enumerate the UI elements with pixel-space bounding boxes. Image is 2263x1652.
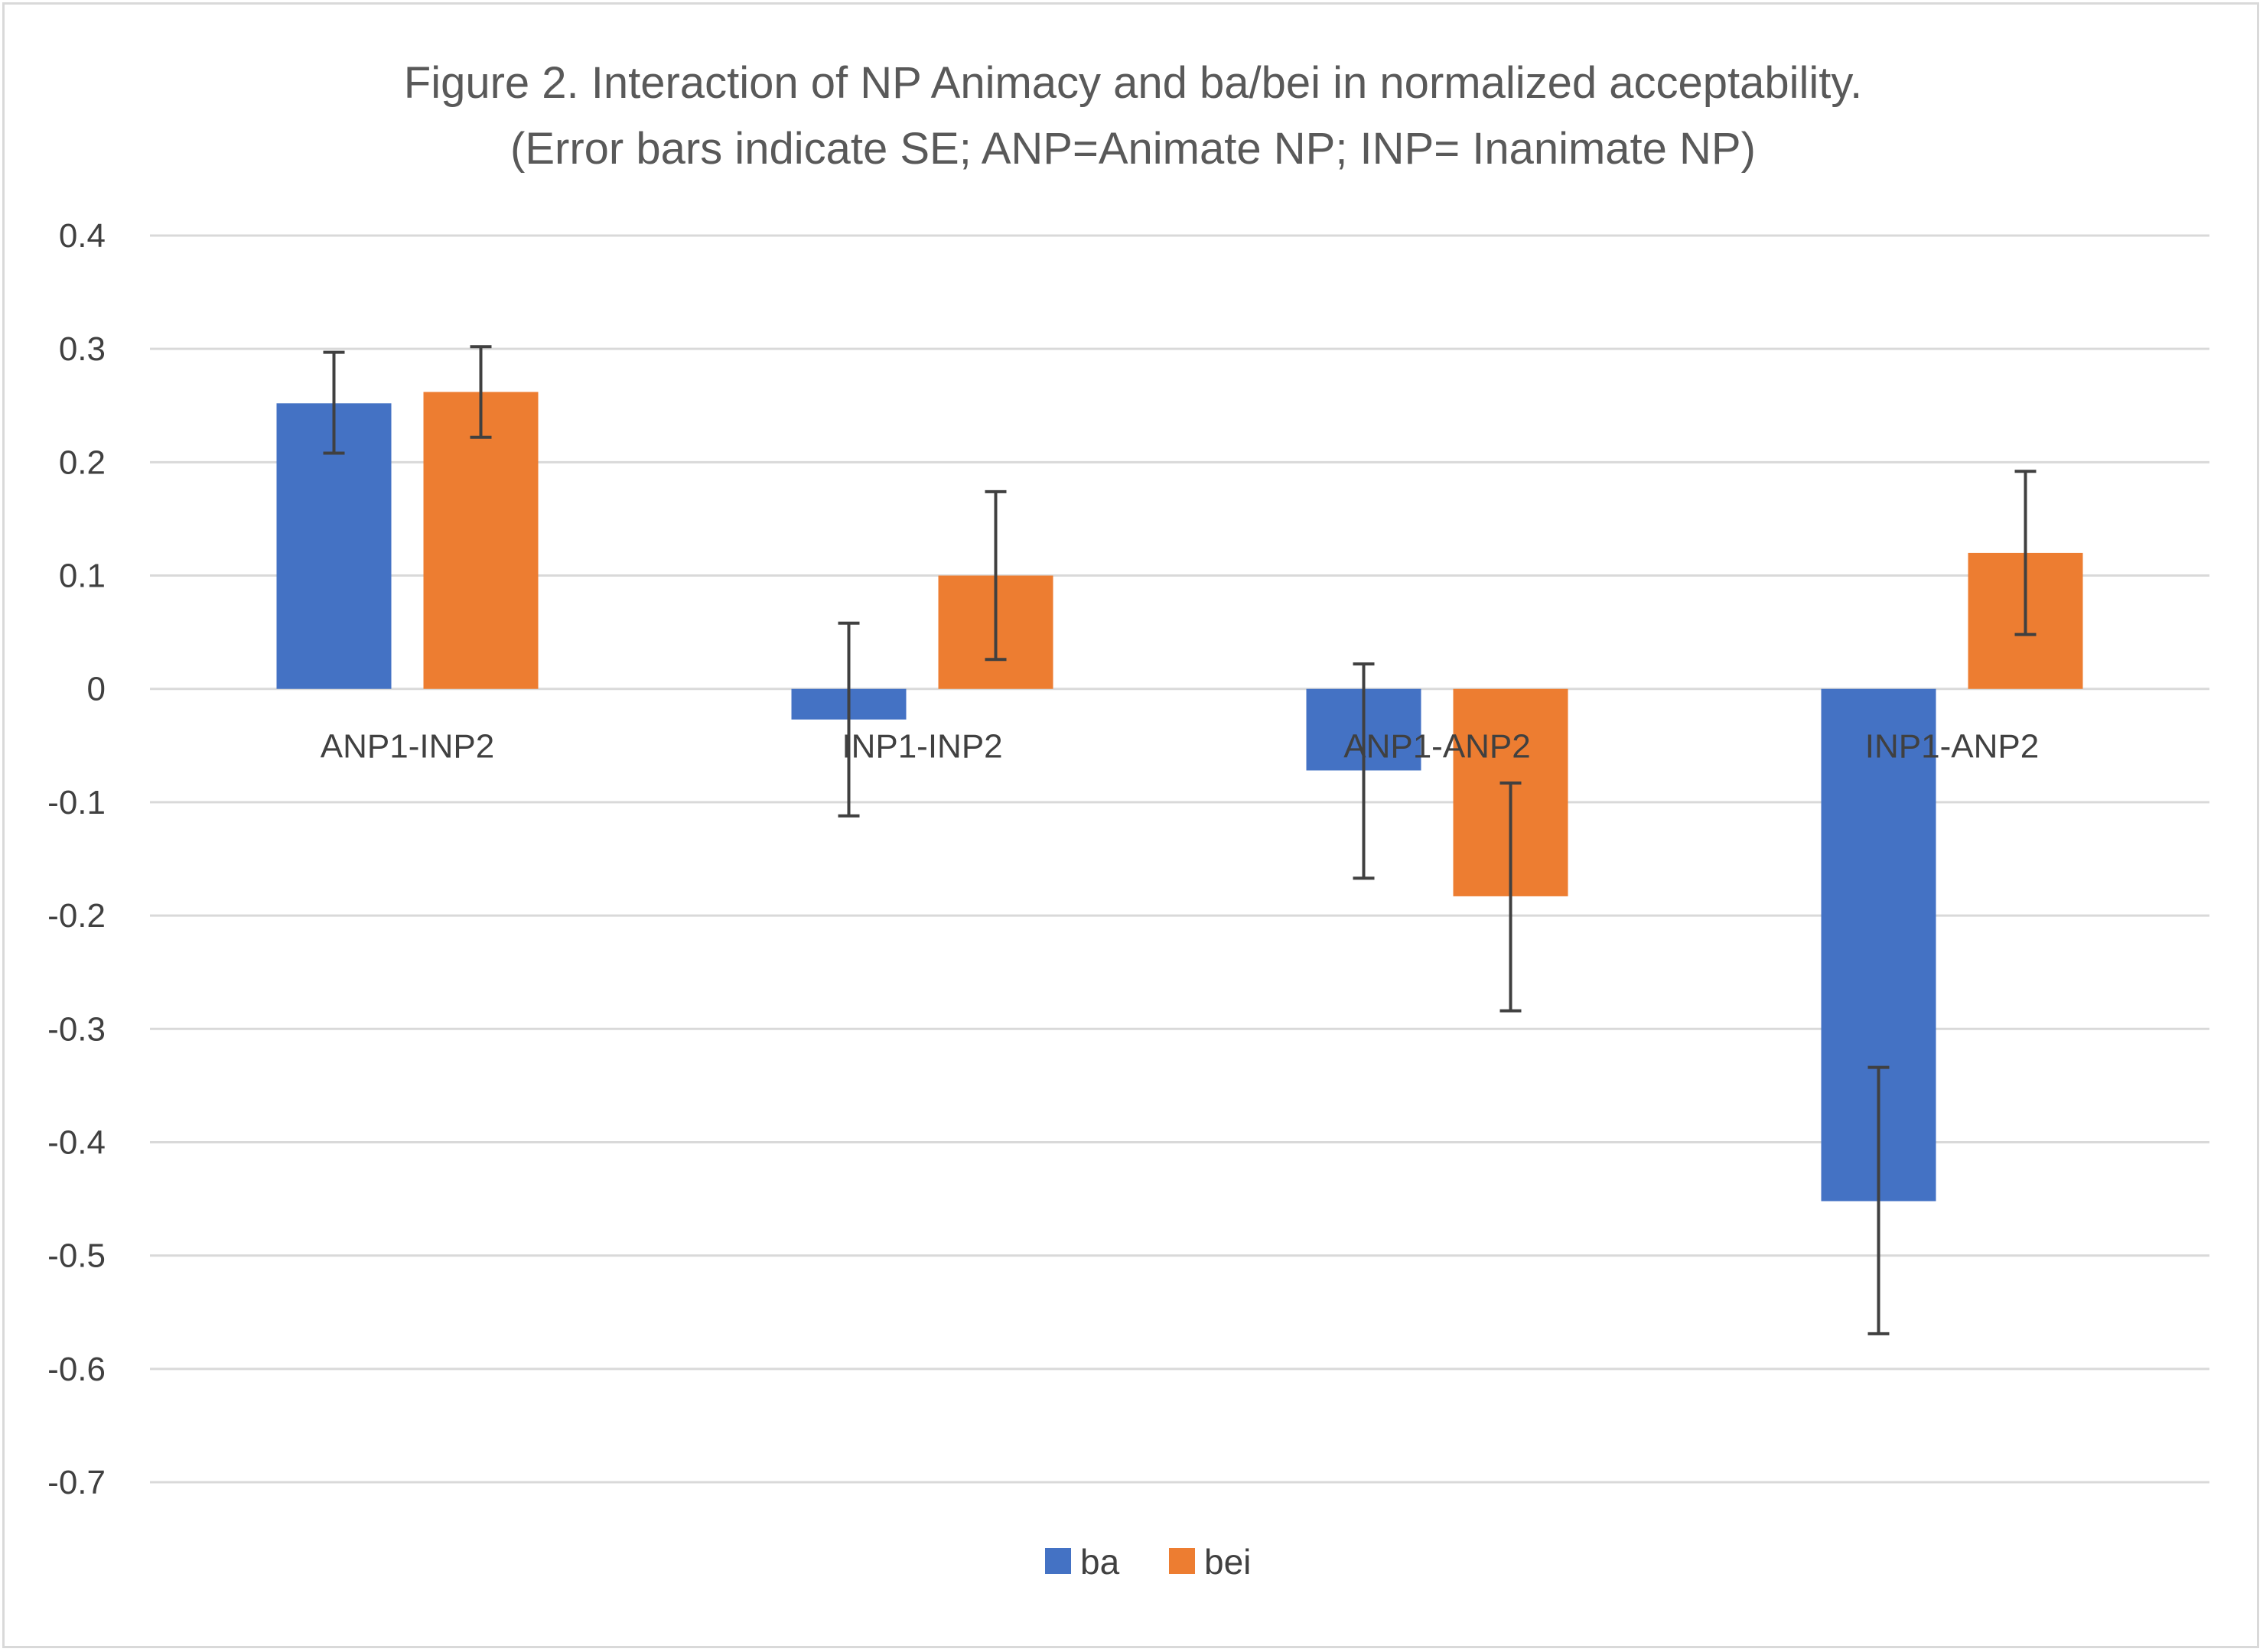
bars [276, 392, 2083, 1202]
error-bars [323, 345, 2037, 1335]
category-label: ANP1-ANP2 [1343, 728, 1531, 766]
y-tick-label: -0.6 [47, 1351, 106, 1388]
legend-swatch-ba [1045, 1548, 1071, 1574]
category-labels: ANP1-INP2 INP1-INP2 ANP1-ANP2 INP1-ANP2 [321, 728, 2039, 766]
legend: ba bei [1045, 1542, 1251, 1582]
legend-label-ba: ba [1080, 1542, 1120, 1582]
legend-swatch-bei [1169, 1548, 1195, 1574]
y-tick-label: 0.2 [59, 444, 106, 481]
chart-title: Figure 2. Interaction of NP Animacy and … [404, 58, 1862, 108]
y-axis-ticks: 0.4 0.3 0.2 0.1 0 -0.1 -0.2 -0.3 -0.4 -0.5 -0.6 -0.… [47, 217, 106, 1501]
y-tick-label: -0.2 [47, 897, 106, 935]
category-label: INP1-ANP2 [1865, 728, 2039, 766]
y-tick-label: 0.1 [59, 558, 106, 595]
y-tick-label: 0.3 [59, 330, 106, 368]
y-tick-label: 0.4 [59, 217, 106, 255]
y-tick-label: -0.4 [47, 1124, 106, 1161]
y-tick-label: -0.5 [47, 1237, 106, 1275]
y-tick-label: 0 [87, 671, 106, 708]
legend-label-bei: bei [1204, 1542, 1251, 1582]
category-label: INP1-INP2 [842, 728, 1002, 766]
category-label: ANP1-INP2 [321, 728, 494, 766]
y-tick-label: -0.1 [47, 784, 106, 821]
chart-subtitle: (Error bars indicate SE; ANP=Animate NP;… [510, 124, 1756, 174]
chart: Figure 2. Interaction of NP Animacy and … [47, 58, 2209, 1582]
y-tick-label: -0.3 [47, 1010, 106, 1048]
bar-bei [423, 392, 539, 689]
y-tick-label: -0.7 [47, 1464, 106, 1501]
